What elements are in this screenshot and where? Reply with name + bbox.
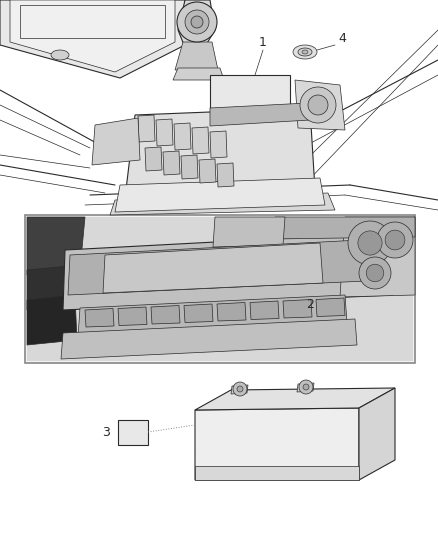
Polygon shape (359, 388, 395, 480)
Text: 4: 4 (338, 31, 346, 44)
Circle shape (185, 10, 209, 34)
Circle shape (300, 87, 336, 123)
Text: 1: 1 (259, 36, 267, 49)
Polygon shape (27, 265, 83, 310)
Circle shape (308, 95, 328, 115)
Ellipse shape (298, 48, 312, 56)
Circle shape (359, 257, 391, 289)
Polygon shape (25, 215, 415, 363)
Polygon shape (156, 119, 173, 146)
Ellipse shape (51, 50, 69, 60)
Polygon shape (283, 300, 312, 318)
Polygon shape (138, 115, 155, 142)
Polygon shape (210, 75, 290, 115)
Polygon shape (63, 233, 393, 310)
Polygon shape (118, 307, 147, 326)
Polygon shape (210, 103, 310, 126)
Polygon shape (181, 155, 198, 179)
Polygon shape (151, 305, 180, 324)
Circle shape (385, 230, 405, 250)
Polygon shape (103, 243, 323, 293)
Polygon shape (192, 127, 209, 154)
Circle shape (191, 16, 203, 28)
Polygon shape (61, 319, 357, 359)
Polygon shape (184, 304, 213, 322)
Circle shape (348, 221, 392, 265)
Circle shape (299, 380, 313, 394)
Polygon shape (316, 298, 345, 317)
Polygon shape (10, 0, 175, 72)
Polygon shape (273, 217, 415, 239)
Polygon shape (110, 193, 335, 215)
Polygon shape (250, 301, 279, 319)
Polygon shape (92, 118, 140, 165)
Polygon shape (178, 0, 215, 55)
Polygon shape (174, 123, 191, 150)
Polygon shape (173, 68, 224, 80)
Polygon shape (213, 217, 285, 247)
Polygon shape (163, 151, 180, 175)
Circle shape (377, 222, 413, 258)
Text: 2: 2 (306, 298, 314, 311)
Polygon shape (118, 420, 148, 445)
Polygon shape (297, 383, 314, 392)
Polygon shape (78, 295, 347, 337)
Polygon shape (115, 178, 325, 212)
Polygon shape (195, 388, 395, 410)
Polygon shape (145, 147, 162, 171)
Polygon shape (175, 42, 218, 70)
Circle shape (233, 382, 247, 396)
Ellipse shape (293, 45, 317, 59)
Circle shape (237, 386, 243, 392)
Circle shape (177, 2, 217, 42)
Polygon shape (85, 309, 114, 327)
Polygon shape (210, 131, 227, 158)
Text: 3: 3 (102, 425, 110, 439)
Polygon shape (195, 408, 359, 480)
Polygon shape (231, 385, 248, 394)
Polygon shape (295, 80, 345, 130)
Polygon shape (27, 217, 85, 275)
Polygon shape (27, 217, 413, 361)
Polygon shape (68, 239, 387, 295)
Polygon shape (217, 163, 234, 187)
Polygon shape (340, 217, 415, 297)
Polygon shape (199, 159, 216, 183)
Polygon shape (125, 108, 315, 198)
Polygon shape (0, 0, 185, 78)
Polygon shape (27, 295, 77, 345)
Circle shape (358, 231, 382, 255)
Polygon shape (195, 466, 359, 480)
Polygon shape (217, 303, 246, 321)
Circle shape (303, 384, 309, 390)
Circle shape (366, 264, 384, 282)
Polygon shape (0, 0, 438, 210)
Ellipse shape (302, 50, 308, 54)
